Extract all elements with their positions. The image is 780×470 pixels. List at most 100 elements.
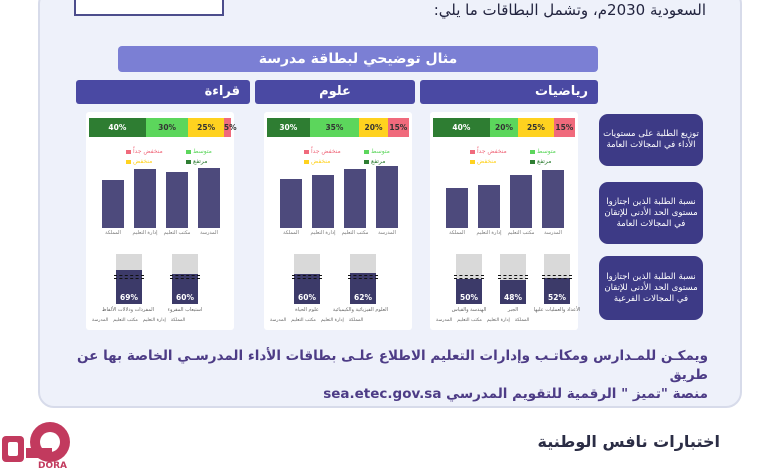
distribution-segment: 20% [489, 118, 519, 137]
gauge-label: العلوم الفيزيائية والكيميائية [332, 307, 388, 313]
gauge-legend-item: إدارة التعليم [142, 318, 166, 323]
platform-link[interactable]: sea.etec.gov.sa [323, 386, 442, 402]
gauge-marker [292, 278, 322, 279]
legend-label: منخفض جداً [311, 148, 341, 155]
gauge-percent: 50% [460, 293, 478, 302]
gauge-marker [542, 278, 572, 279]
gauge-label: الهندسة والقياس [451, 307, 487, 313]
performance-bar [134, 168, 156, 228]
column-header-math: رياضيات [420, 80, 598, 104]
gauge-legend-item: المدرسة [436, 318, 453, 323]
gauge-marker [114, 275, 144, 276]
panel-reading: 40% 30% 25% 5% منخفض جداً متوسط منخفض مرتفع المد… [86, 112, 237, 330]
legend-label: منخفض جداً [477, 148, 507, 155]
legend-label: مرتفع [193, 158, 208, 165]
performance-bar [280, 179, 302, 228]
performance-bar [446, 187, 468, 228]
bar-label: المدرسة [200, 230, 218, 236]
gauge-legend-item: المدرسة [270, 318, 287, 323]
info-paragraph: ويمكـن للمـدارس ومكاتـب وإدارات التعليم … [68, 347, 708, 404]
gauge-marker [114, 278, 144, 279]
distribution-segment: 20% [359, 118, 388, 137]
gauge-legend: المملكة إدارة التعليم مكتب التعليم المدرسة [436, 318, 529, 323]
performance-bar [344, 168, 366, 228]
gauge-label: الجبر [507, 307, 519, 313]
legend-swatch [304, 149, 309, 154]
gauge-label: الأعداد والعمليات عليها [533, 307, 581, 313]
legend-swatch [186, 159, 191, 164]
gauge-legend: المملكة إدارة التعليم مكتب التعليم المدرسة [270, 318, 363, 323]
column-header-reading: قراءة [76, 80, 250, 104]
legend-swatch [530, 149, 535, 154]
gauge-legend-item: المملكة [348, 318, 364, 323]
distribution-segment: 25% [188, 118, 224, 137]
legend-label: متوسط [537, 148, 556, 155]
bar-label: المملكة [105, 230, 121, 236]
legend-item: مرتفع [186, 158, 207, 165]
bar-label: المملكة [449, 230, 465, 236]
panel-science: 30% 35% 20% 15% منخفض جداً متوسط منخفض مرتفع الم… [264, 112, 412, 330]
bar-label: المدرسة [378, 230, 396, 236]
gauge-marker [454, 278, 484, 279]
legend-swatch [126, 159, 131, 164]
legend-item: منخفض [470, 158, 496, 165]
legend-swatch [304, 159, 309, 164]
legend-item: متوسط [530, 148, 556, 155]
legend-label: منخفض [477, 158, 497, 165]
bar-label: إدارة التعليم [476, 230, 502, 236]
gauge-legend-item: مكتب التعليم [113, 318, 138, 323]
gauge-legend-item: المملكة [514, 318, 530, 323]
bar-label: مكتب التعليم [507, 230, 535, 236]
panel-math: 40% 20% 25% 15% منخفض جداً متوسط منخفض مرتفع الم… [430, 112, 580, 330]
distribution-segment: 40% [89, 118, 146, 137]
performance-bar [478, 184, 500, 228]
top-box [74, 0, 224, 16]
row-label-general-mastery: نسبة الطلبة الذين اجتازوا مستوى الحد الأ… [599, 182, 703, 244]
performance-bar [542, 170, 564, 228]
legend-swatch [126, 149, 131, 154]
performance-bar [102, 180, 124, 228]
bar-label: مكتب التعليم [341, 230, 369, 236]
row-label-distribution: توزيع الطلبة على مستويات الأداء في المجا… [599, 114, 703, 166]
gauge-marker [170, 275, 200, 276]
gauge-legend-item: مكتب التعليم [291, 318, 316, 323]
gauge-fill [172, 274, 198, 304]
legend-item: منخفض جداً [470, 148, 507, 155]
legend-swatch [186, 149, 191, 154]
performance-bar [312, 174, 334, 228]
legend-item: مرتفع [530, 158, 551, 165]
gauge-legend: المملكة إدارة التعليم مكتب التعليم المدرسة [92, 318, 185, 323]
gauge-percent: 52% [548, 293, 566, 302]
legend-label: مرتفع [537, 158, 552, 165]
gauge-percent: 60% [176, 293, 194, 302]
performance-bar [510, 174, 532, 228]
gauge-percent: 62% [354, 293, 372, 302]
gauge-legend-item: إدارة التعليم [486, 318, 510, 323]
column-header-science: علوم [255, 80, 415, 104]
logo-text: DORA [38, 461, 67, 470]
performance-bar [166, 171, 188, 228]
gauge-marker [292, 275, 322, 276]
legend-item: منخفض [126, 158, 152, 165]
legend-swatch [364, 149, 369, 154]
legend-label: منخفض [311, 158, 331, 165]
distribution-segment: 35% [309, 118, 360, 137]
legend-label: منخفض جداً [133, 148, 163, 155]
legend-swatch [470, 159, 475, 164]
legend-label: منخفض [133, 158, 153, 165]
legend-label: متوسط [193, 148, 212, 155]
gauge-percent: 48% [504, 293, 522, 302]
performance-bar [376, 166, 398, 228]
legend-label: متوسط [371, 148, 390, 155]
gauge-marker [498, 275, 528, 276]
gauge-legend-item: إدارة التعليم [320, 318, 344, 323]
legend-swatch [364, 159, 369, 164]
gauge-label: المفردات ودلالات الألفاظ [101, 307, 154, 313]
gauge-fill [544, 278, 570, 304]
gauge-label: علوم الحياة [295, 307, 319, 313]
bar-label: المملكة [283, 230, 299, 236]
legend-item: متوسط [186, 148, 212, 155]
legend-item: منخفض جداً [126, 148, 163, 155]
legend-label: مرتفع [371, 158, 386, 165]
